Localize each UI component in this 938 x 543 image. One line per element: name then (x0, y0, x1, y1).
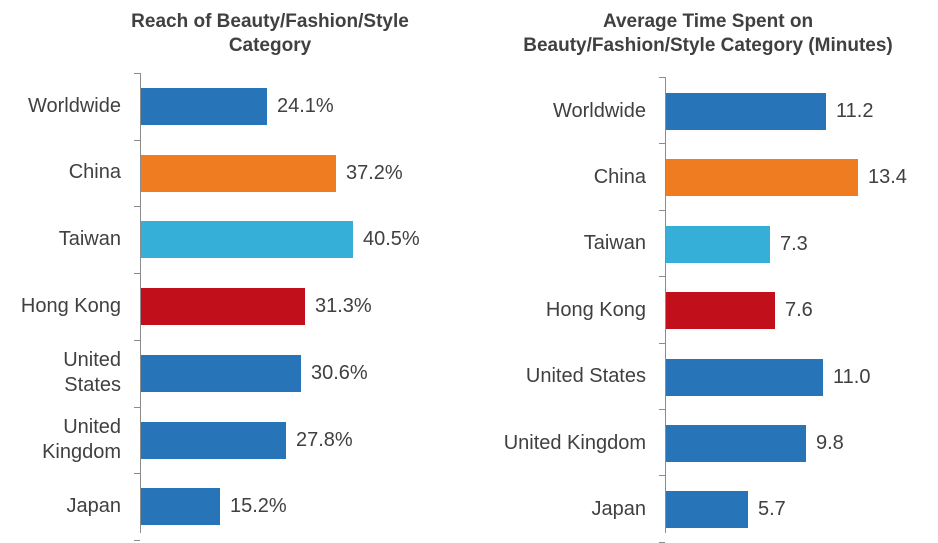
category-label-line: Worldwide (28, 94, 121, 117)
category-label: China (466, 165, 646, 190)
y-axis (665, 77, 666, 533)
category-label-line: Hong Kong (20, 294, 121, 317)
bar (141, 488, 220, 526)
value-label: 27.8% (296, 428, 353, 451)
axis-tick (134, 206, 140, 208)
axis-tick (659, 475, 665, 477)
category-label-line: China (68, 161, 121, 184)
category-label: China (0, 160, 121, 185)
value-label: 11.2 (836, 100, 874, 122)
title-line: Average Time Spent on (602, 11, 814, 32)
value-label: 9.8 (816, 432, 844, 454)
category-label-line: Japan (591, 497, 647, 520)
time-spent-chart-title: Average Time Spent on Beauty/Fashion/Sty… (478, 10, 938, 58)
bar (666, 225, 770, 263)
y-axis (140, 73, 141, 533)
category-label-line: United (63, 415, 121, 438)
category-label-line: States (64, 373, 121, 396)
category-label: United States (466, 364, 646, 389)
bar (141, 288, 305, 326)
axis-tick (134, 273, 140, 275)
bar (141, 421, 286, 459)
reach-chart-title: Reach of Beauty/Fashion/Style Category (40, 10, 500, 58)
value-label: 24.1% (277, 95, 334, 117)
bar (141, 354, 301, 392)
axis-tick (134, 539, 140, 541)
category-label-line: United (63, 348, 121, 371)
value-label: 31.3% (315, 295, 372, 318)
category-label-line: United States (525, 365, 646, 388)
value-label: 7.6 (785, 299, 813, 322)
value-label: 37.2% (346, 161, 403, 184)
axis-tick (134, 139, 140, 141)
category-label: Taiwan (466, 231, 646, 256)
bar (666, 292, 775, 330)
category-label-line: China (593, 165, 646, 188)
value-label: 15.2% (230, 495, 287, 518)
value-label: 30.6% (311, 361, 368, 384)
category-label: Hong Kong (0, 294, 121, 319)
axis-tick (134, 73, 140, 74)
bar (141, 221, 353, 259)
category-label-line: Worldwide (553, 99, 646, 122)
category-label-line: Kingdom (42, 440, 121, 463)
bar (141, 88, 267, 125)
axis-tick (134, 473, 140, 475)
bar (666, 159, 858, 197)
title-line: Category (228, 35, 312, 56)
category-label: Japan (466, 497, 647, 522)
title-line: Beauty/Fashion/Style Category (Minutes) (523, 35, 893, 56)
category-label-line: United Kingdom (503, 431, 646, 454)
bar (666, 358, 823, 396)
title-line: Reach of Beauty/Fashion/Style (131, 11, 409, 32)
axis-tick (134, 406, 140, 408)
axis-tick (659, 77, 665, 78)
value-label: 7.3 (780, 232, 808, 255)
axis-tick (659, 276, 665, 278)
category-label-line: Japan (66, 494, 122, 517)
category-label-line: Hong Kong (545, 298, 646, 321)
value-label: 40.5% (363, 228, 420, 251)
axis-tick (659, 409, 665, 410)
bar (666, 491, 748, 529)
category-label: United Kingdom (466, 431, 646, 456)
bar (666, 93, 826, 130)
axis-tick (134, 339, 140, 341)
bar (666, 425, 806, 462)
category-label: Worldwide (466, 99, 646, 124)
value-label: 11.0 (833, 365, 871, 388)
category-label: United Kingdom (0, 415, 121, 465)
category-label: Worldwide (0, 94, 121, 119)
category-label-line: Taiwan (58, 227, 121, 250)
category-label-line: Taiwan (583, 232, 646, 255)
category-label: Taiwan (0, 227, 121, 252)
axis-tick (659, 143, 665, 145)
category-label: Japan (0, 494, 122, 519)
axis-tick (659, 209, 665, 211)
value-label: 13.4 (868, 166, 907, 189)
bar (141, 154, 336, 192)
category-label: United States (0, 348, 121, 398)
value-label: 5.7 (758, 498, 786, 521)
category-label: Hong Kong (466, 298, 646, 323)
axis-tick (659, 342, 665, 344)
